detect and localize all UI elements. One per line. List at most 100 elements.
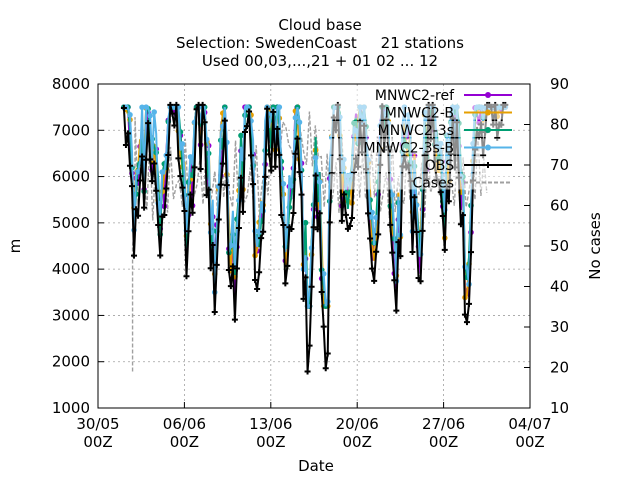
x-tick-label-hour: 00Z (170, 433, 199, 451)
obs-point (300, 295, 307, 302)
obs-point (445, 198, 452, 205)
series-point-3 (312, 155, 319, 161)
obs-point (211, 309, 218, 316)
obs-point (167, 101, 174, 108)
legend-label-3: MNWC2-3s-B (364, 141, 455, 157)
obs-point (223, 182, 230, 189)
x-tick-label-date: 30/05 (76, 415, 119, 433)
obs-point (457, 221, 464, 228)
series-point-3 (228, 242, 234, 249)
obs-point (324, 350, 331, 357)
obs-point (306, 342, 313, 349)
obs-point (197, 165, 204, 172)
obs-point (141, 204, 148, 211)
obs-point (280, 221, 287, 228)
obs-point (225, 267, 232, 274)
series-point-2 (238, 132, 244, 139)
obs-point (145, 120, 152, 127)
obs-point (246, 108, 253, 115)
obs-point (282, 280, 289, 287)
obs-point (169, 110, 176, 117)
legend-bg (330, 156, 510, 172)
legend-label-5: Cases (412, 176, 454, 192)
obs-point (371, 277, 378, 284)
obs-point (270, 108, 277, 115)
cases-series (131, 111, 488, 372)
obs-point (272, 163, 279, 170)
obs-point (215, 216, 222, 223)
obs-point (437, 189, 444, 196)
y-axis-label: m (6, 239, 24, 254)
legend-bg (330, 173, 510, 190)
series-point-3 (159, 169, 166, 175)
obs-point (250, 181, 257, 188)
obs-point (189, 209, 196, 216)
series-point-3 (143, 104, 149, 110)
obs-point (409, 249, 416, 256)
series-point-3 (135, 168, 141, 175)
obs-point (155, 221, 162, 228)
obs-point (213, 261, 220, 268)
legend-marker-1 (485, 109, 491, 116)
obs-point (274, 125, 281, 132)
series-point-3 (276, 104, 283, 110)
obs-point (219, 160, 226, 167)
obs-point (288, 225, 295, 232)
series-point-3 (280, 180, 287, 187)
obs-point (254, 285, 261, 292)
obs-point (229, 263, 236, 270)
y-tick-label: 6000 (52, 168, 90, 186)
obs-point (126, 162, 133, 169)
series-point-3 (288, 182, 295, 189)
obs-point (292, 150, 299, 157)
obs-point (149, 178, 156, 185)
obs-point (298, 191, 305, 198)
obs-point (439, 213, 446, 220)
obs-point (397, 253, 404, 260)
obs-point (318, 289, 325, 296)
obs-point (320, 323, 327, 330)
obs-point (131, 252, 138, 259)
obs-point (463, 319, 470, 326)
obs-point (322, 365, 329, 372)
obs-point (181, 207, 188, 214)
y-tick-label: 2000 (52, 353, 90, 371)
legend-label-0: MNWC2-ref (375, 88, 455, 104)
legend-label-4: OBS (425, 158, 454, 174)
obs-point (346, 223, 353, 230)
obs-point (294, 135, 301, 142)
y2-tick-label: 50 (550, 237, 569, 255)
y-tick-label: 4000 (52, 260, 90, 278)
series-point-3 (316, 178, 323, 185)
obs-point (203, 192, 210, 199)
x-tick-label-date: 06/06 (163, 415, 206, 433)
obs-point (120, 105, 127, 112)
obs-point (151, 160, 158, 167)
obs-point (387, 221, 394, 228)
chart-title-line-2: Selection: SwedenCoast 21 stations (176, 34, 464, 52)
series-point-3 (256, 228, 262, 235)
obs-point (122, 142, 129, 149)
obs-point (419, 227, 426, 234)
x-axis-label: Date (298, 457, 334, 475)
obs-point (248, 152, 255, 159)
y2-tick-label: 40 (550, 278, 569, 296)
obs-point (237, 174, 244, 181)
series-point-3 (139, 104, 145, 111)
obs-point (124, 130, 131, 137)
obs-point (290, 209, 297, 216)
obs-point (231, 316, 238, 323)
obs-point (284, 262, 291, 269)
obs-point (276, 151, 283, 158)
obs-point (367, 235, 374, 242)
obs-point (175, 155, 182, 162)
obs-point (393, 307, 400, 314)
obs-point (304, 368, 311, 375)
series-point-3 (147, 112, 153, 119)
obs-point (163, 185, 170, 192)
obs-point (244, 123, 251, 130)
obs-point (375, 231, 382, 238)
legend-marker-0 (485, 92, 491, 98)
x-tick-label-hour: 00Z (515, 433, 544, 451)
obs-point (137, 177, 144, 184)
